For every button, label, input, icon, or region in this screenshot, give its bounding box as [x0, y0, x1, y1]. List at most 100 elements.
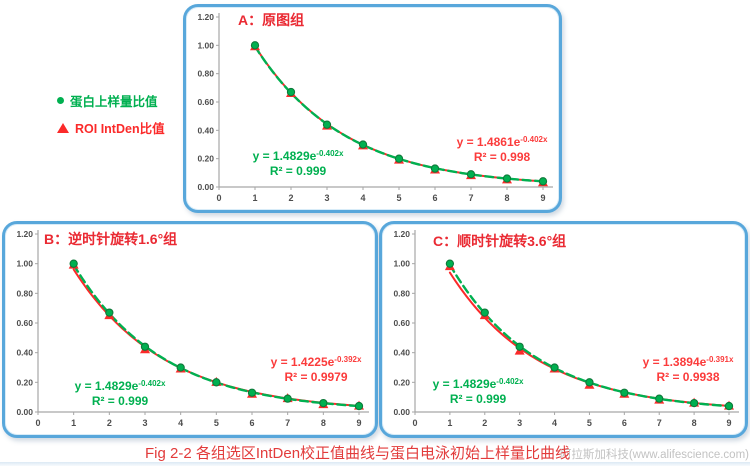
trendline-equation-red-c: y = 1.3894e-0.391x R² = 0.9938: [643, 355, 734, 385]
svg-text:4: 4: [552, 418, 557, 428]
equation-line: y = 1.4861e-0.402x: [457, 135, 548, 150]
svg-text:0: 0: [216, 193, 221, 203]
svg-text:0.60: 0.60: [393, 318, 410, 328]
equation-base: y = 1.4861e: [456, 135, 521, 149]
red-triangle-marker-icon: [57, 122, 69, 133]
svg-text:0.20: 0.20: [393, 377, 410, 387]
chart-title-c: C：顺时针旋转3.6°组: [433, 233, 567, 249]
equation-exponent: -0.392x: [334, 355, 362, 364]
svg-text:0.20: 0.20: [197, 154, 214, 164]
svg-text:0.40: 0.40: [197, 125, 214, 135]
svg-text:9: 9: [726, 418, 731, 428]
svg-text:1: 1: [71, 418, 76, 428]
legend-label: ROI IntDen比值: [75, 122, 165, 136]
svg-text:2: 2: [107, 418, 112, 428]
svg-text:2: 2: [482, 418, 487, 428]
svg-text:6: 6: [249, 418, 254, 428]
svg-text:1.00: 1.00: [393, 259, 410, 269]
trendline-equation-green-a: y = 1.4829e-0.402x R² = 0.999: [253, 149, 344, 179]
r-squared: R² = 0.999: [449, 392, 507, 406]
trendline-equation-red-a: y = 1.4861e-0.402x R² = 0.998: [457, 135, 548, 165]
legend-item-roi-intden-ratio: ROI IntDen比值: [57, 118, 165, 137]
svg-text:1.20: 1.20: [197, 12, 214, 22]
svg-text:0.60: 0.60: [16, 318, 33, 328]
svg-text:4: 4: [178, 418, 183, 428]
trendline-equation-green-c: y = 1.4829e-0.402x R² = 0.999: [433, 377, 524, 407]
figure-caption: Fig 2-2 各组选区IntDen校正值曲线与蛋白电泳初始上样量比曲线: [145, 445, 571, 462]
svg-text:0.00: 0.00: [393, 407, 410, 417]
svg-text:1.20: 1.20: [16, 229, 33, 239]
svg-text:5: 5: [214, 418, 219, 428]
svg-text:3: 3: [142, 418, 147, 428]
chart-title-a: A：原图组: [238, 12, 305, 28]
svg-text:1: 1: [447, 418, 452, 428]
r-squared: R² = 0.999: [91, 394, 149, 408]
equation-exponent: -0.402x: [520, 135, 548, 144]
svg-text:7: 7: [657, 418, 662, 428]
equation-exponent: -0.402x: [138, 379, 166, 388]
svg-text:0.40: 0.40: [16, 348, 33, 358]
equation-exponent: -0.402x: [496, 377, 524, 386]
legend-item-protein-ratio: 蛋白上样量比值: [57, 91, 165, 110]
svg-text:0.60: 0.60: [197, 97, 214, 107]
svg-text:1: 1: [252, 193, 257, 203]
r-squared: R² = 0.998: [473, 150, 531, 164]
equation-line: y = 1.4829e-0.402x: [253, 149, 344, 164]
svg-text:5: 5: [587, 418, 592, 428]
trendline-equation-green-b: y = 1.4829e-0.402x R² = 0.999: [75, 379, 166, 409]
chart-panel-a: 0.00 0.20 0.40 0.60 0.80 1.00 1.20 0 1 2 3 4 5 6 7 8 9 A…: [183, 4, 562, 213]
svg-text:7: 7: [468, 193, 473, 203]
legend: 蛋白上样量比值 ROI IntDen比值: [57, 91, 165, 145]
equation-exponent: -0.391x: [706, 355, 734, 364]
chart-canvas-a: 0.00 0.20 0.40 0.60 0.80 1.00 1.20 0 1 2 3 4 5 6 7 8 9: [197, 12, 553, 203]
svg-text:1.00: 1.00: [16, 259, 33, 269]
chart-canvas-c: 0.00 0.20 0.40 0.60 0.80 1.00 1.20 0 1 2 3 4 5 6 7 8 9: [393, 229, 739, 428]
r-squared: R² = 0.999: [269, 164, 327, 178]
equation-line: y = 1.4829e-0.402x: [75, 379, 166, 394]
svg-text:3: 3: [324, 193, 329, 203]
svg-text:1.00: 1.00: [197, 40, 214, 50]
equation-line: y = 1.3894e-0.391x: [643, 355, 734, 370]
svg-text:7: 7: [285, 418, 290, 428]
svg-text:0.20: 0.20: [16, 377, 33, 387]
r-squared: R² = 0.9938: [656, 370, 720, 384]
svg-text:0: 0: [35, 418, 40, 428]
svg-text:5: 5: [396, 193, 401, 203]
svg-text:0.40: 0.40: [393, 348, 410, 358]
equation-exponent: -0.402x: [316, 149, 344, 158]
svg-text:1.20: 1.20: [393, 229, 410, 239]
svg-text:0.00: 0.00: [16, 407, 33, 417]
equation-line: y = 1.4225e-0.392x: [271, 355, 362, 370]
svg-text:9: 9: [356, 418, 361, 428]
watermark: 阿拉斯加科技(www.alifescience.com): [559, 449, 749, 461]
chart-title-b: B：逆时针旋转1.6°组: [44, 231, 178, 247]
bottom-divider: [0, 462, 750, 466]
svg-text:0.80: 0.80: [16, 288, 33, 298]
equation-base: y = 1.4829e: [432, 377, 497, 391]
chart-panel-b: 0.00 0.20 0.40 0.60 0.80 1.00 1.20 0 1 2 3 4 5 6 7 8 9 B…: [2, 221, 378, 438]
r-squared: R² = 0.9979: [284, 370, 348, 384]
chart-canvas-b: 0.00 0.20 0.40 0.60 0.80 1.00 1.20 0 1 2 3 4 5 6 7 8 9: [16, 229, 369, 428]
svg-text:8: 8: [504, 193, 509, 203]
green-circle-marker-icon: [57, 97, 64, 104]
svg-text:0: 0: [412, 418, 417, 428]
svg-text:0.80: 0.80: [197, 69, 214, 79]
svg-text:8: 8: [692, 418, 697, 428]
equation-base: y = 1.4829e: [252, 149, 317, 163]
svg-text:0.00: 0.00: [197, 182, 214, 192]
svg-text:3: 3: [517, 418, 522, 428]
equation-base: y = 1.4225e: [270, 355, 335, 369]
svg-text:4: 4: [360, 193, 365, 203]
equation-line: y = 1.4829e-0.402x: [433, 377, 524, 392]
svg-text:6: 6: [622, 418, 627, 428]
legend-label: 蛋白上样量比值: [70, 95, 158, 109]
svg-text:0.80: 0.80: [393, 288, 410, 298]
svg-text:8: 8: [321, 418, 326, 428]
chart-panel-c: 0.00 0.20 0.40 0.60 0.80 1.00 1.20 0 1 2 3 4 5 6 7 8 9 C…: [379, 221, 748, 438]
svg-text:6: 6: [432, 193, 437, 203]
equation-base: y = 1.3894e: [642, 355, 707, 369]
svg-text:2: 2: [288, 193, 293, 203]
trendline-equation-red-b: y = 1.4225e-0.392x R² = 0.9979: [271, 355, 362, 385]
equation-base: y = 1.4829e: [74, 379, 139, 393]
